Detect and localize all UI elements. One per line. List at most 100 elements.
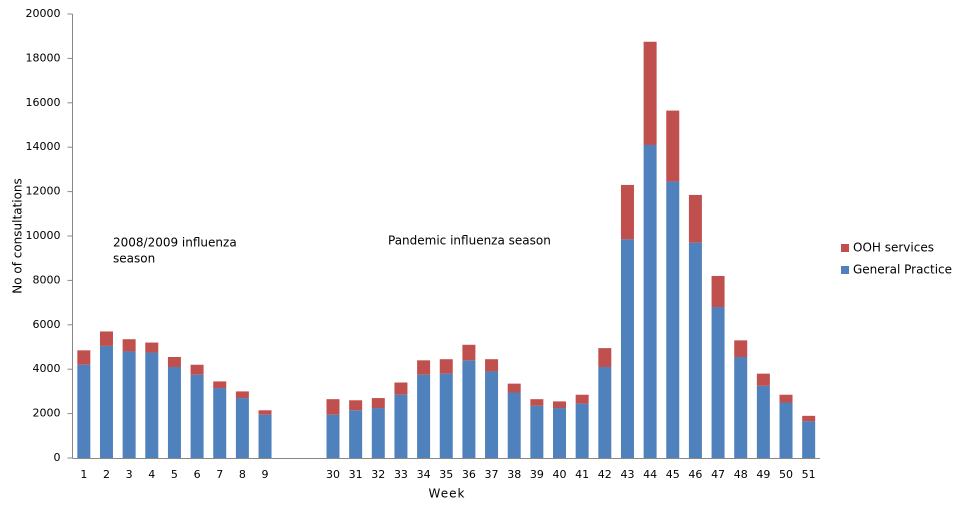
y-tick-label: 16000: [26, 96, 61, 109]
annotation: season: [113, 252, 155, 266]
x-tick-label: 1: [80, 468, 87, 481]
bar-segment: [349, 400, 363, 411]
legend-swatch: [841, 244, 849, 252]
x-tick-label: 30: [326, 468, 340, 481]
bar-segment: [99, 345, 113, 458]
x-tick-label: 6: [194, 468, 201, 481]
bar-segment: [145, 342, 159, 353]
x-tick-label: 41: [575, 468, 589, 481]
x-tick-label: 37: [485, 468, 499, 481]
x-tick-label: 50: [779, 468, 793, 481]
bar-segment: [326, 414, 340, 458]
bar-segment: [802, 415, 816, 422]
y-tick-label: 10000: [26, 229, 61, 242]
bar-segment: [77, 350, 91, 365]
bar-segment: [530, 405, 544, 458]
bar-segment: [575, 403, 589, 458]
bar-segment: [439, 359, 453, 374]
bar-segment: [371, 408, 385, 458]
bar-segment: [779, 402, 793, 458]
bar-segment: [167, 366, 181, 458]
bar-segment: [190, 364, 204, 375]
x-tick-label: 5: [171, 468, 178, 481]
y-tick-label: 6000: [33, 318, 61, 331]
x-tick-label: 35: [439, 468, 453, 481]
bar-segment: [507, 383, 521, 393]
bar-segment: [507, 392, 521, 458]
bar-segment: [394, 394, 408, 458]
bar-segment: [122, 339, 136, 352]
x-tick-label: 3: [126, 468, 133, 481]
x-tick-label: 8: [239, 468, 246, 481]
bar-segment: [666, 110, 680, 182]
bar-segment: [235, 391, 249, 399]
bar-segment: [462, 344, 476, 361]
legend-label: OOH services: [853, 241, 934, 255]
bar-segment: [688, 194, 702, 243]
bar-segment: [417, 360, 431, 375]
bar-segment: [553, 401, 567, 409]
y-tick-label: 12000: [26, 185, 61, 198]
bar-segment: [213, 381, 227, 389]
bar-segment: [530, 399, 544, 406]
bar-segment: [711, 307, 725, 458]
x-tick-label: 40: [553, 468, 567, 481]
bar-segment: [439, 373, 453, 458]
bar-segment: [485, 371, 499, 458]
bar-segment: [77, 364, 91, 458]
annotation: Pandemic influenza season: [388, 234, 551, 248]
x-tick-label: 43: [620, 468, 634, 481]
bar-segment: [643, 144, 657, 459]
x-axis-label: Week: [429, 487, 466, 501]
x-tick-label: 48: [734, 468, 748, 481]
x-tick-label: 33: [394, 468, 408, 481]
bar-segment: [779, 394, 793, 403]
bar-segment: [394, 382, 408, 395]
x-tick-label: 42: [598, 468, 612, 481]
y-tick-label: 20000: [26, 7, 61, 20]
bar-segment: [167, 356, 181, 367]
x-tick-label: 31: [349, 468, 363, 481]
bar-segment: [417, 374, 431, 458]
bar-segment: [485, 359, 499, 372]
y-tick-label: 14000: [26, 140, 61, 153]
x-tick-label: 49: [756, 468, 770, 481]
x-tick-label: 46: [688, 468, 702, 481]
x-tick-label: 44: [643, 468, 657, 481]
x-tick-label: 51: [802, 468, 816, 481]
bar-segment: [620, 239, 634, 458]
y-tick-label: 0: [54, 451, 61, 464]
bar-segment: [553, 408, 567, 458]
bar-segment: [688, 242, 702, 458]
annotation: 2008/2009 influenza: [113, 236, 237, 250]
bar-segment: [190, 374, 204, 458]
bar-segment: [371, 398, 385, 409]
y-tick-label: 2000: [33, 407, 61, 420]
legend-label: General Practice: [853, 263, 952, 277]
x-tick-label: 39: [530, 468, 544, 481]
bar-segment: [598, 366, 612, 458]
bar-segment: [756, 373, 770, 386]
bar-segment: [734, 340, 748, 357]
bar-segment: [734, 356, 748, 458]
x-tick-label: 9: [262, 468, 269, 481]
y-tick-label: 4000: [33, 362, 61, 375]
bar-segment: [666, 181, 680, 459]
legend-swatch: [841, 266, 849, 274]
bar-segment: [145, 352, 159, 458]
bar-segment: [620, 184, 634, 240]
bar-segment: [802, 421, 816, 458]
x-tick-label: 47: [711, 468, 725, 481]
x-tick-label: 45: [666, 468, 680, 481]
x-tick-label: 4: [148, 468, 155, 481]
bar-segment: [326, 399, 340, 415]
bar-segment: [235, 398, 249, 458]
x-tick-label: 38: [507, 468, 521, 481]
bar-segment: [258, 414, 272, 458]
y-axis-label: No of consultations: [11, 178, 25, 294]
x-tick-label: 32: [371, 468, 385, 481]
bar-segment: [99, 331, 113, 346]
bar-segment: [349, 410, 363, 458]
x-tick-label: 7: [216, 468, 223, 481]
